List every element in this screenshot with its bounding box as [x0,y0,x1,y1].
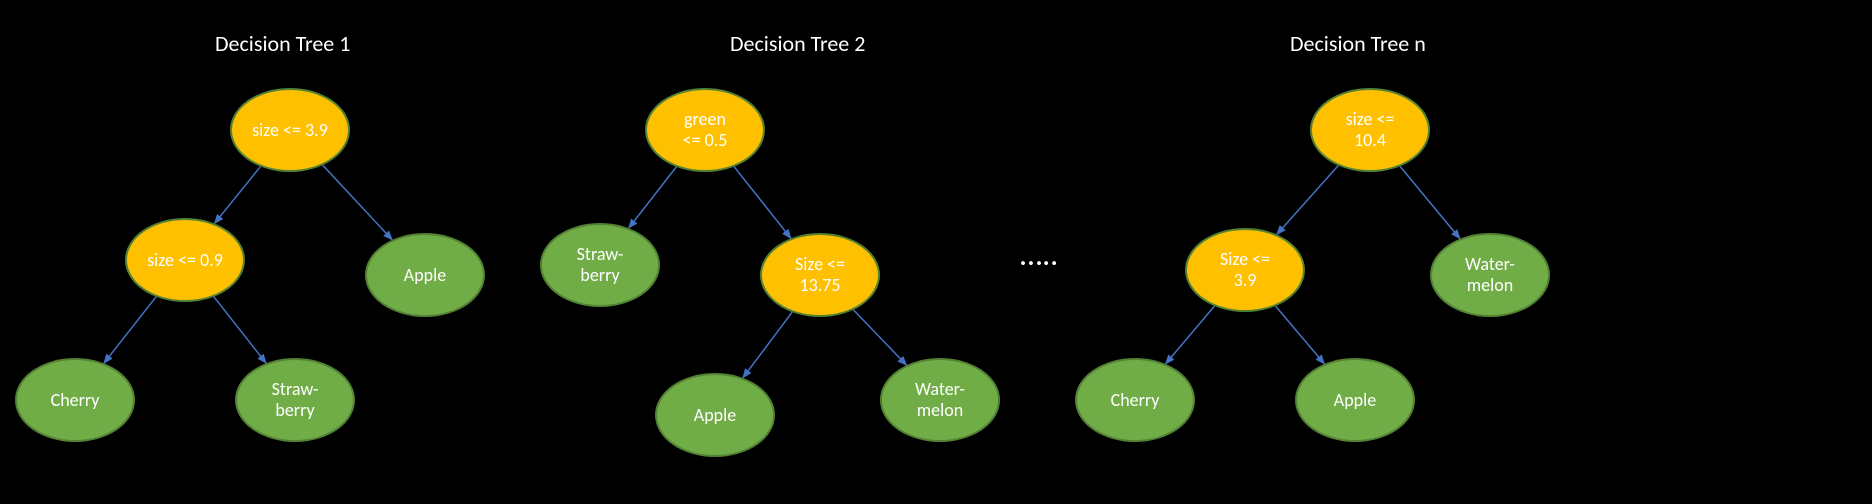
tree-edge [629,167,677,228]
leaf-node: Straw-berry [235,358,355,442]
tree-edge [853,310,906,365]
tree-edge [1277,166,1338,235]
tree-edge [104,297,156,363]
decision-node: Size <=3.9 [1185,228,1305,312]
node-label: Apple [1334,390,1376,411]
leaf-node: Water-melon [1430,233,1550,317]
decision-node: size <= 3.9 [230,88,350,172]
tree-edge [1166,306,1215,364]
leaf-node: Apple [365,233,485,317]
node-label: size <= 3.9 [252,120,328,141]
tree-edge [323,165,392,240]
node-label: Straw-berry [272,379,319,420]
leaf-node: Apple [655,373,775,457]
leaf-node: Apple [1295,358,1415,442]
tree-title: Decision Tree 1 [215,30,350,57]
node-label: Apple [694,405,736,426]
tree-title: Decision Tree 2 [730,30,865,57]
tree-edge [1276,306,1325,364]
decision-node: size <=10.4 [1310,88,1430,172]
leaf-node: Water-melon [880,358,1000,442]
node-label: Water-melon [915,379,965,420]
decision-node: size <= 0.9 [125,218,245,302]
node-label: size <= 0.9 [147,250,223,271]
node-label: Size <=3.9 [1220,249,1270,290]
node-label: Water-melon [1465,254,1515,295]
leaf-node: Cherry [15,358,135,442]
tree-title: Decision Tree n [1290,30,1426,57]
decision-node: green<= 0.5 [645,88,765,172]
tree-edge [1400,166,1460,238]
node-label: Size <=13.75 [795,254,845,295]
tree-edge [214,297,266,363]
decision-node: Size <=13.75 [760,233,880,317]
node-label: Straw-berry [577,244,624,285]
leaf-node: Cherry [1075,358,1195,442]
node-label: size <=10.4 [1346,109,1395,150]
tree-edge [734,167,791,239]
tree-title: ….. [1020,235,1058,274]
node-label: green<= 0.5 [683,109,728,150]
leaf-node: Straw-berry [540,223,660,307]
tree-edge [743,312,792,378]
node-label: Cherry [1111,390,1160,411]
tree-edge [215,167,261,224]
node-label: Cherry [51,390,100,411]
diagram-stage: size <= 3.9 size <= 0.9 Apple Cherry Straw-b… [0,0,1872,504]
node-label: Apple [404,265,446,286]
